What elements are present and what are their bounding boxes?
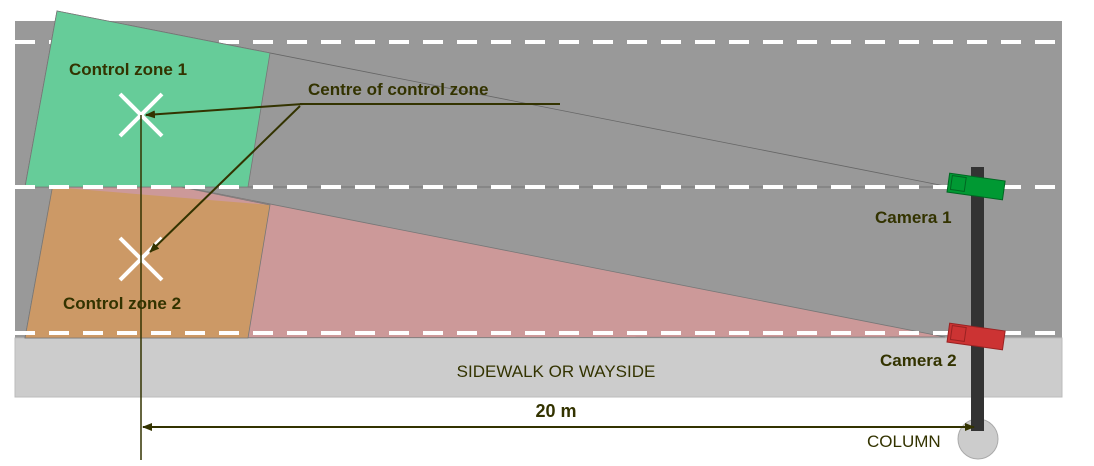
zone2-edge — [24, 161, 271, 339]
centre-pointers — [145, 103, 560, 253]
zone1-label: Control zone 1 — [69, 60, 187, 79]
camera-1-icon — [946, 172, 1006, 201]
pole — [971, 167, 984, 431]
sidewalk-label: SIDEWALK OR WAYSIDE — [457, 362, 656, 381]
control-zone-2 — [25, 187, 270, 338]
sidewalk — [14, 337, 1063, 398]
distance-label: 20 m — [535, 401, 576, 421]
camera1-label: Camera 1 — [875, 208, 952, 227]
centre-label: Centre of control zone — [308, 80, 488, 99]
column-label: COLUMN — [867, 432, 941, 451]
camera2-label: Camera 2 — [880, 351, 957, 370]
camera-2-icon — [946, 322, 1006, 351]
zone2-label: Control zone 2 — [63, 294, 181, 313]
control-zone-1 — [24, 10, 271, 188]
